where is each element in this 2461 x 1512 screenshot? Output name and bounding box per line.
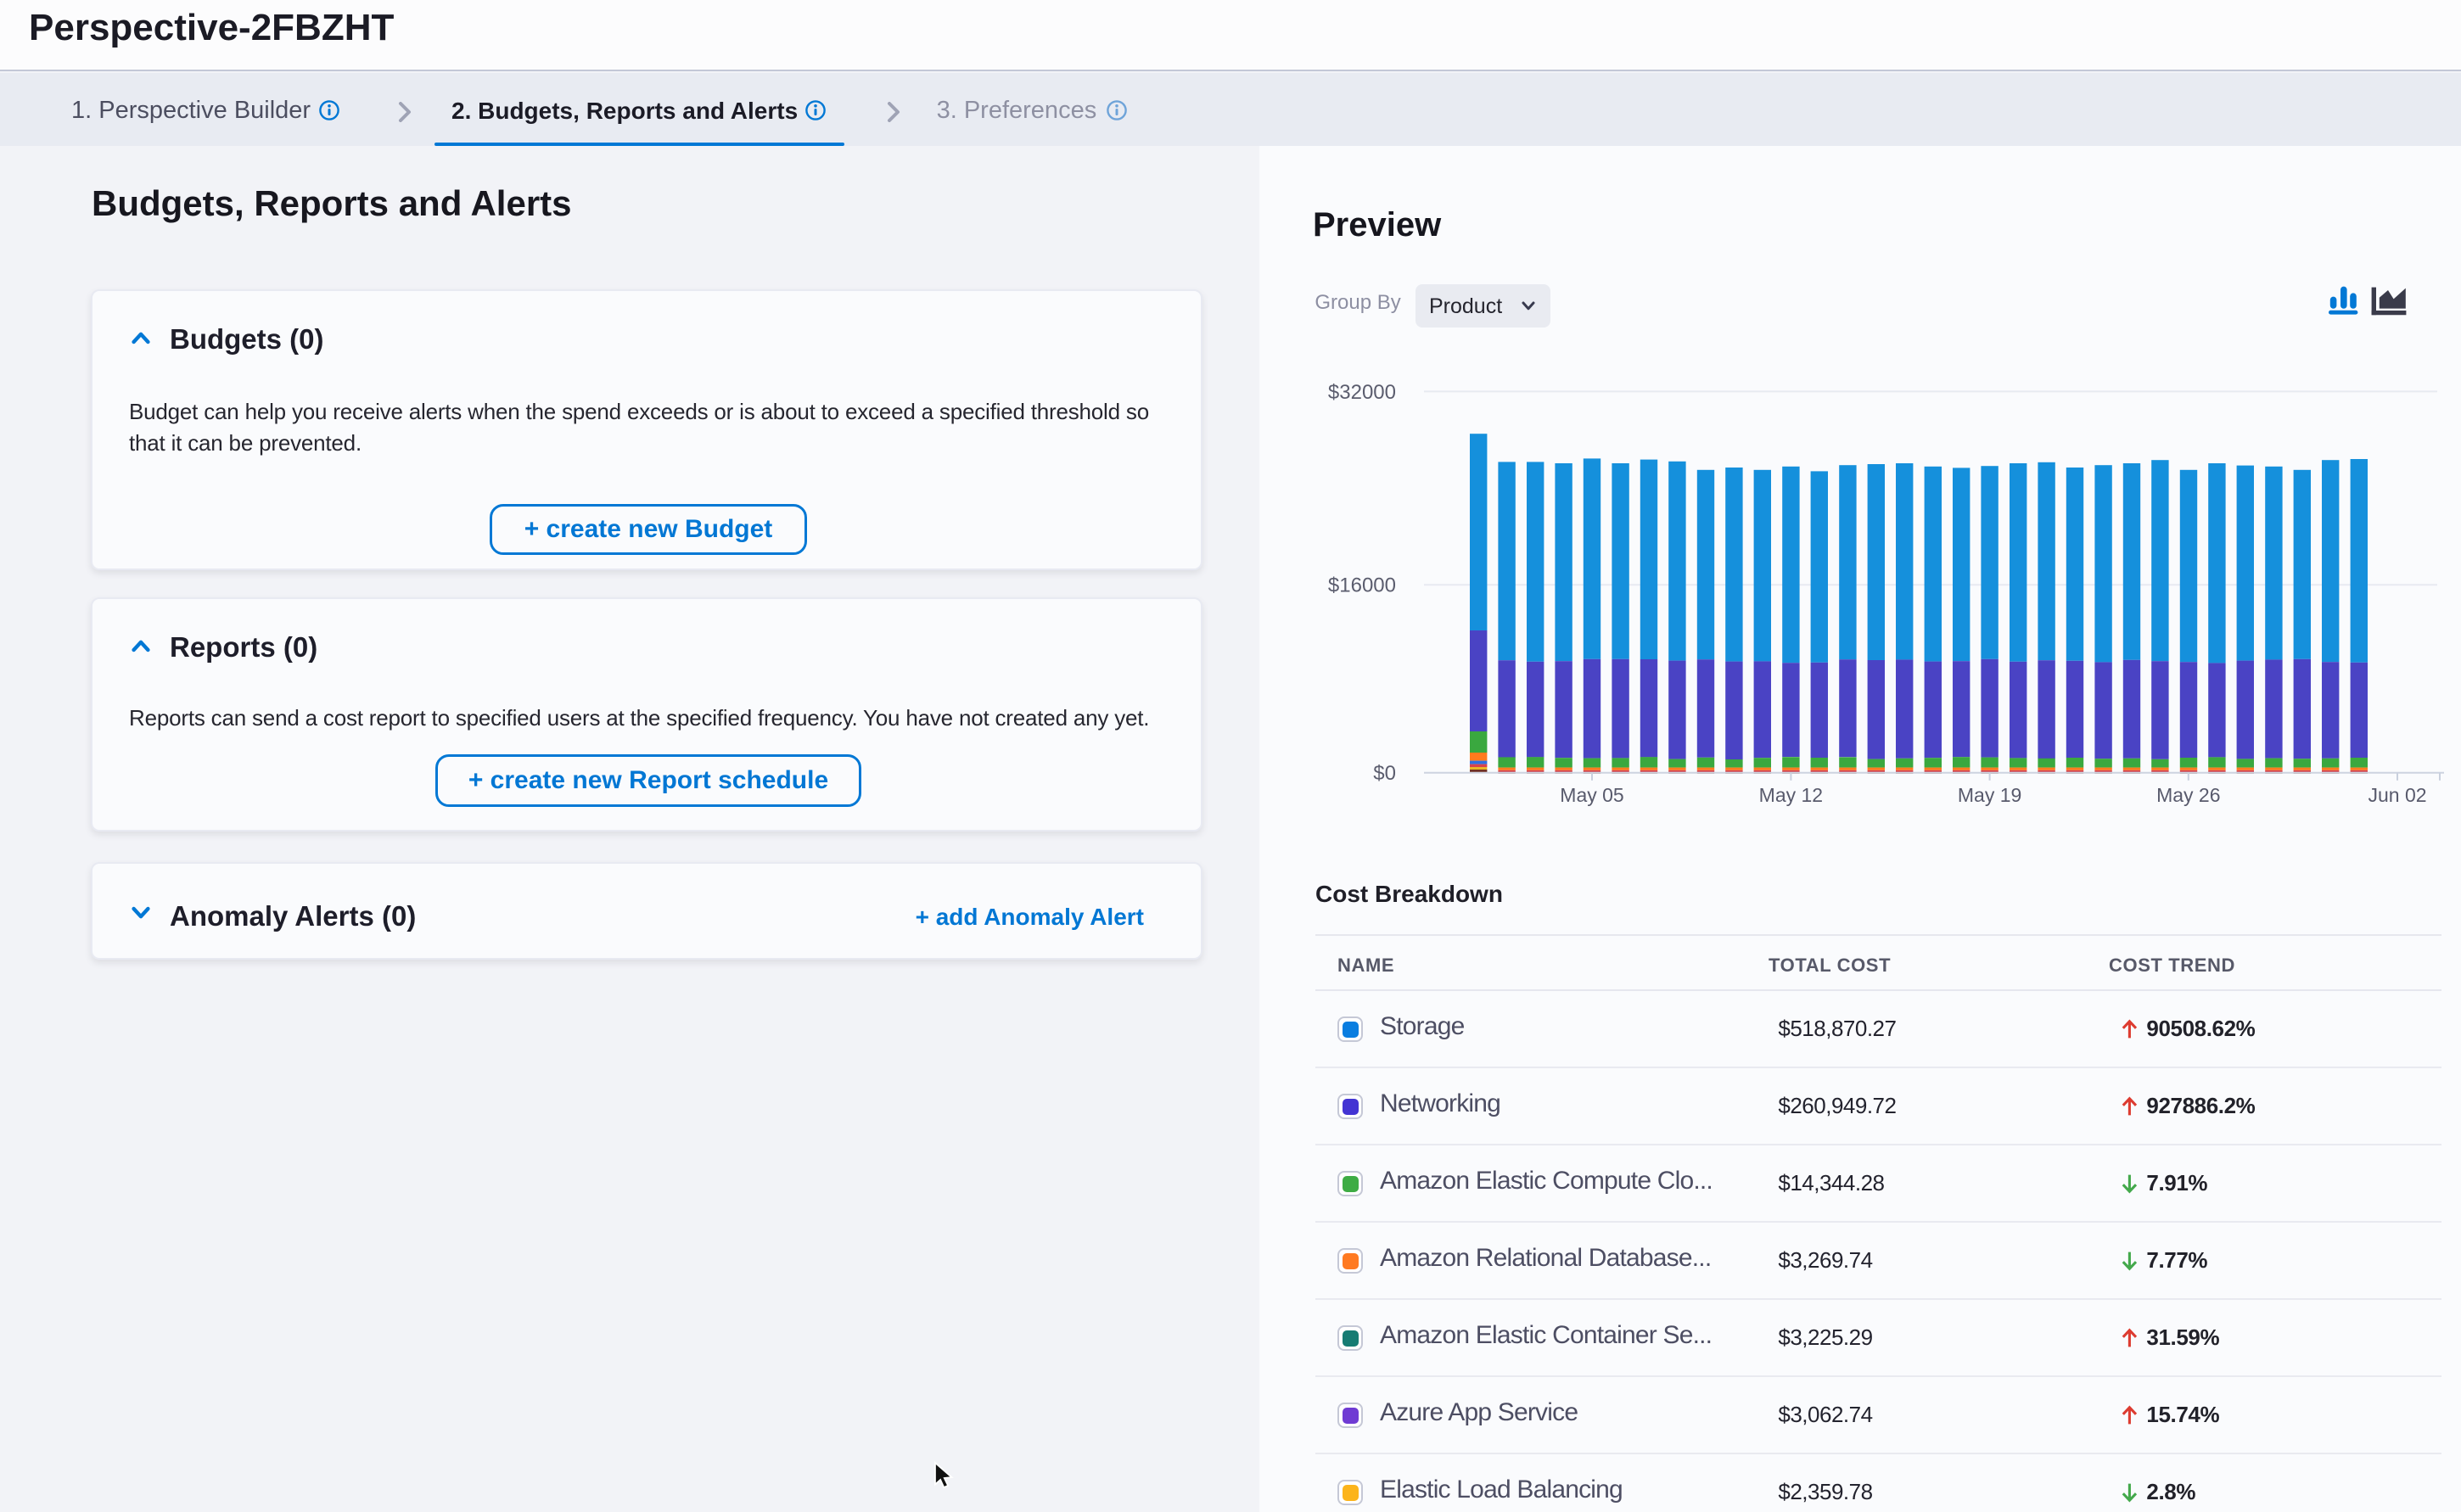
svg-text:$0: $0 bbox=[1373, 762, 1396, 785]
svg-text:Jun 02: Jun 02 bbox=[2368, 784, 2426, 806]
svg-text:$16000: $16000 bbox=[1328, 574, 1396, 597]
svg-text:May 19: May 19 bbox=[1958, 784, 2021, 806]
svg-text:$32000: $32000 bbox=[1328, 382, 1396, 404]
svg-text:May 05: May 05 bbox=[1560, 784, 1623, 806]
svg-text:May 12: May 12 bbox=[1759, 784, 1823, 806]
svg-text:May 26: May 26 bbox=[2156, 784, 2220, 806]
